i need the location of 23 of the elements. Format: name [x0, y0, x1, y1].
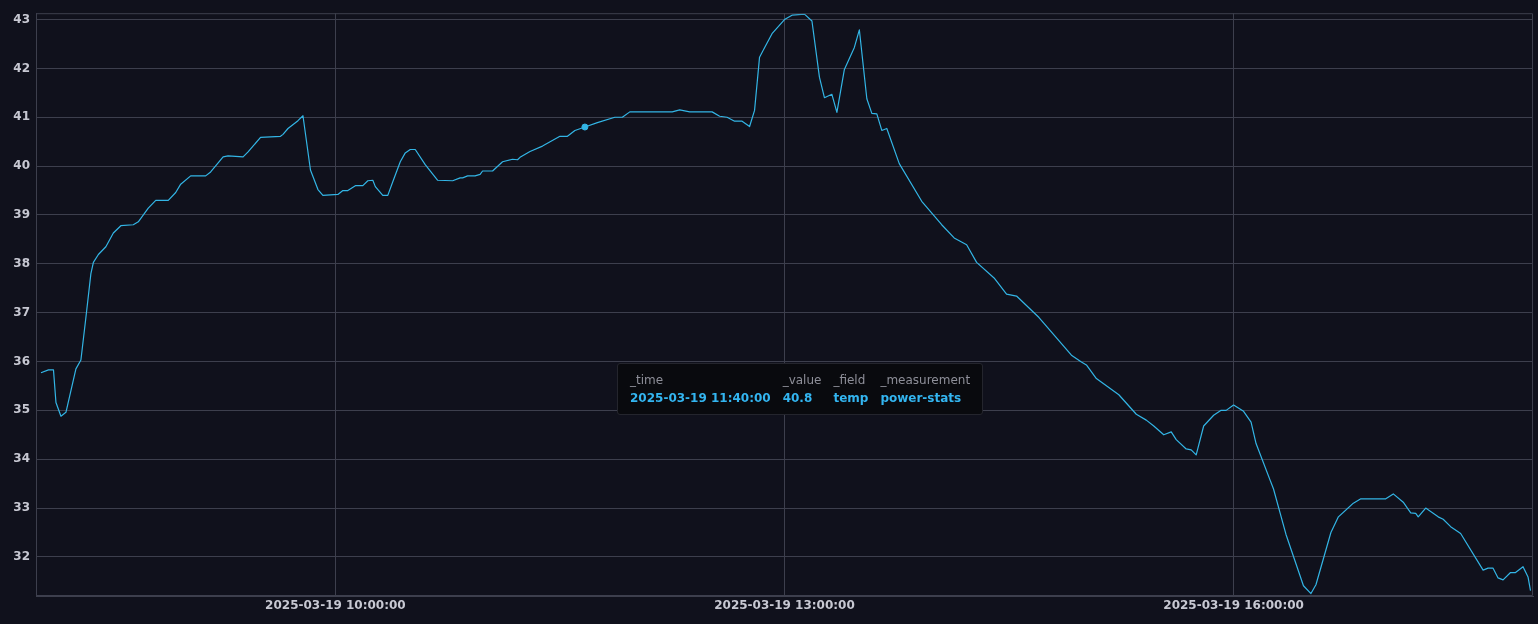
y-tick-label: 34 — [13, 451, 30, 466]
annotation: temp — [833, 391, 869, 405]
y-tick-label: 40 — [13, 158, 30, 173]
annotation: power-stats — [880, 391, 963, 405]
y-tick-label: 41 — [13, 109, 30, 124]
y-tick-label: 32 — [13, 549, 30, 564]
y-tick-label: 39 — [13, 207, 30, 222]
x-tick-label: 2025-03-19 10:00:00 — [265, 598, 406, 613]
annotation: _field — [833, 373, 867, 387]
y-tick-label: 35 — [13, 402, 30, 417]
annotation: 40.8 — [782, 391, 814, 405]
annotation: _time — [630, 373, 665, 387]
y-tick-label: 36 — [13, 353, 30, 368]
x-tick-label: 2025-03-19 13:00:00 — [714, 598, 855, 613]
y-tick-label: 33 — [13, 500, 30, 515]
y-tick-label: 38 — [13, 255, 30, 270]
annotation: _value — [782, 373, 822, 387]
annotation: _measurement — [880, 373, 971, 387]
y-tick-label: 43 — [13, 11, 30, 26]
y-tick-label: 37 — [13, 304, 30, 319]
y-tick-label: 42 — [13, 60, 30, 75]
x-tick-label: 2025-03-19 16:00:00 — [1163, 598, 1304, 613]
annotation: 2025-03-19 11:40:00 — [630, 391, 771, 405]
